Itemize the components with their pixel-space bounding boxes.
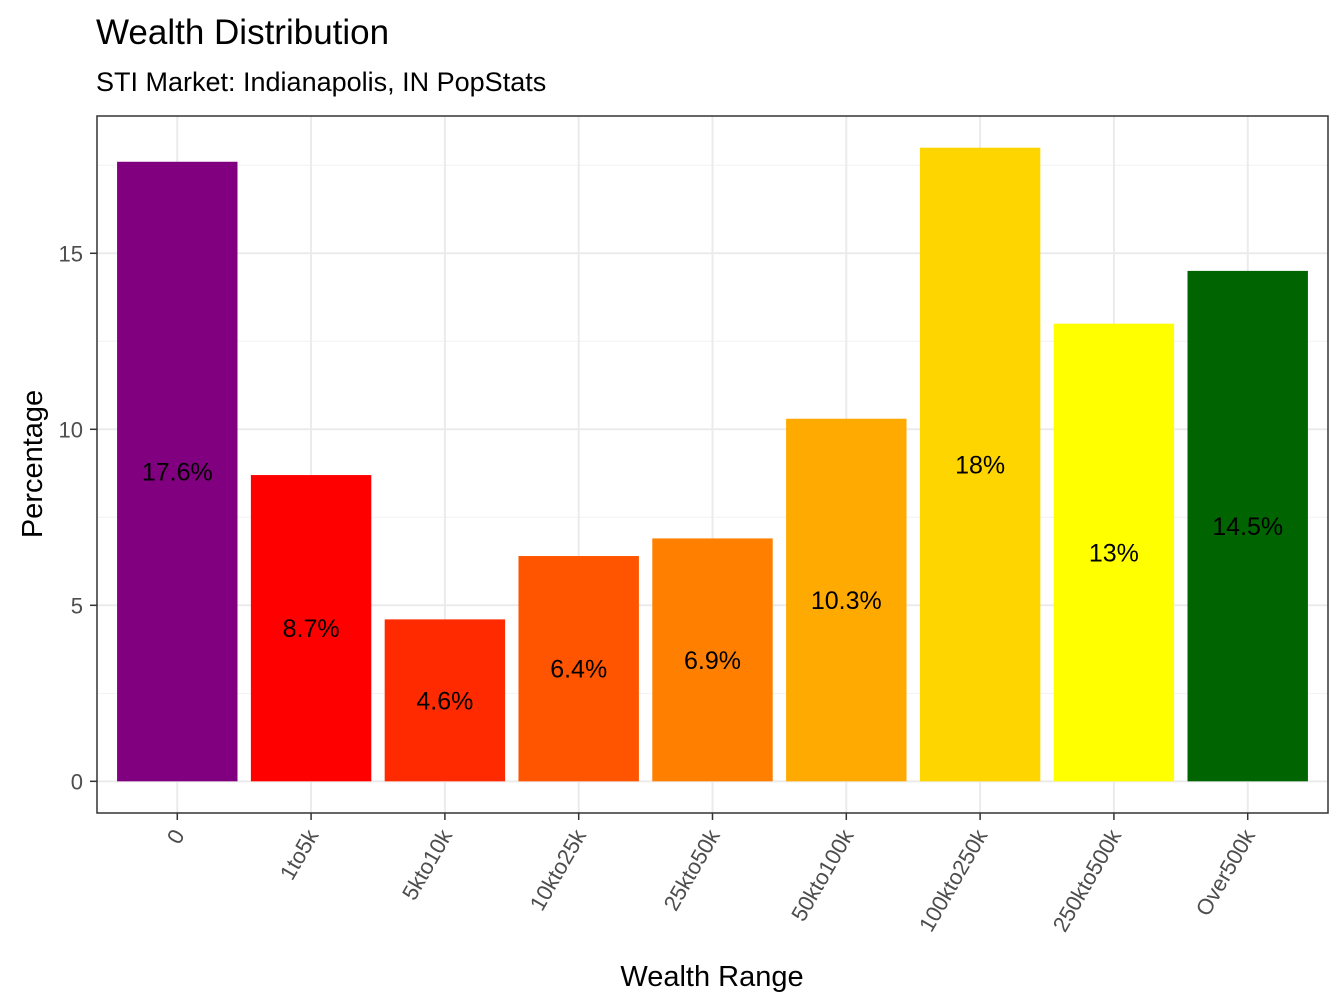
x-tick-label-25kto50k: 25kto50k xyxy=(659,824,726,915)
x-tick-label-100kto250k: 100kto250k xyxy=(914,824,993,936)
data-label-50kto100k: 10.3% xyxy=(811,587,882,615)
bar-Over500k xyxy=(1187,270,1308,782)
data-label-100kto250k: 18% xyxy=(955,452,1005,480)
x-axis-label: Wealth Range xyxy=(620,961,803,993)
data-label-Over500k: 14.5% xyxy=(1212,513,1283,541)
bar-100kto250k xyxy=(919,147,1041,782)
x-axis: 0 1to5k 5kto10k 10kto25k 25kto50k 50kto100k 10… xyxy=(162,813,1261,936)
data-label-0: 17.6% xyxy=(142,459,213,487)
chart-title: Wealth Distribution xyxy=(96,13,389,52)
x-tick-label-5kto10k: 5kto10k xyxy=(397,824,458,904)
data-labels: 17.6% 8.7% 4.6% 6.4% 6.9% 10.3% 18% 13% 14.5% xyxy=(142,452,1283,716)
plot-panel: 17.6% 8.7% 4.6% 6.4% 6.9% 10.3% 18% 13% 14.5% xyxy=(96,115,1329,814)
x-tick-label-250kto500k: 250kto500k xyxy=(1048,824,1127,936)
bar-5kto10k xyxy=(384,619,506,782)
data-label-10kto25k: 6.4% xyxy=(550,656,607,684)
x-tick-label-0: 0 xyxy=(162,825,190,848)
bar-1to5k xyxy=(250,475,372,782)
y-axis-label: Percentage xyxy=(17,390,49,538)
bars xyxy=(117,147,1308,782)
x-tick-label-10kto25k: 10kto25k xyxy=(525,824,592,915)
y-tick-label: 10 xyxy=(59,417,83,442)
y-tick-label: 0 xyxy=(71,769,83,794)
bar-0 xyxy=(117,161,238,782)
y-axis: 0 5 10 15 xyxy=(59,241,97,794)
x-tick-label-50kto100k: 50kto100k xyxy=(786,824,859,925)
data-label-25kto50k: 6.9% xyxy=(684,647,741,675)
x-tick-label-Over500k: Over500k xyxy=(1191,824,1261,920)
data-label-1to5k: 8.7% xyxy=(283,615,340,643)
bar-25kto50k xyxy=(652,538,773,782)
chart-subtitle: STI Market: Indianapolis, IN PopStats xyxy=(96,67,546,97)
data-label-5kto10k: 4.6% xyxy=(416,687,473,715)
bar-10kto25k xyxy=(518,556,639,782)
y-tick-label: 15 xyxy=(59,241,83,266)
bar-250kto500k xyxy=(1053,323,1175,782)
x-tick-label-1to5k: 1to5k xyxy=(275,824,324,884)
bar-50kto100k xyxy=(786,418,907,782)
data-label-250kto500k: 13% xyxy=(1089,540,1139,568)
y-tick-label: 5 xyxy=(71,593,83,618)
